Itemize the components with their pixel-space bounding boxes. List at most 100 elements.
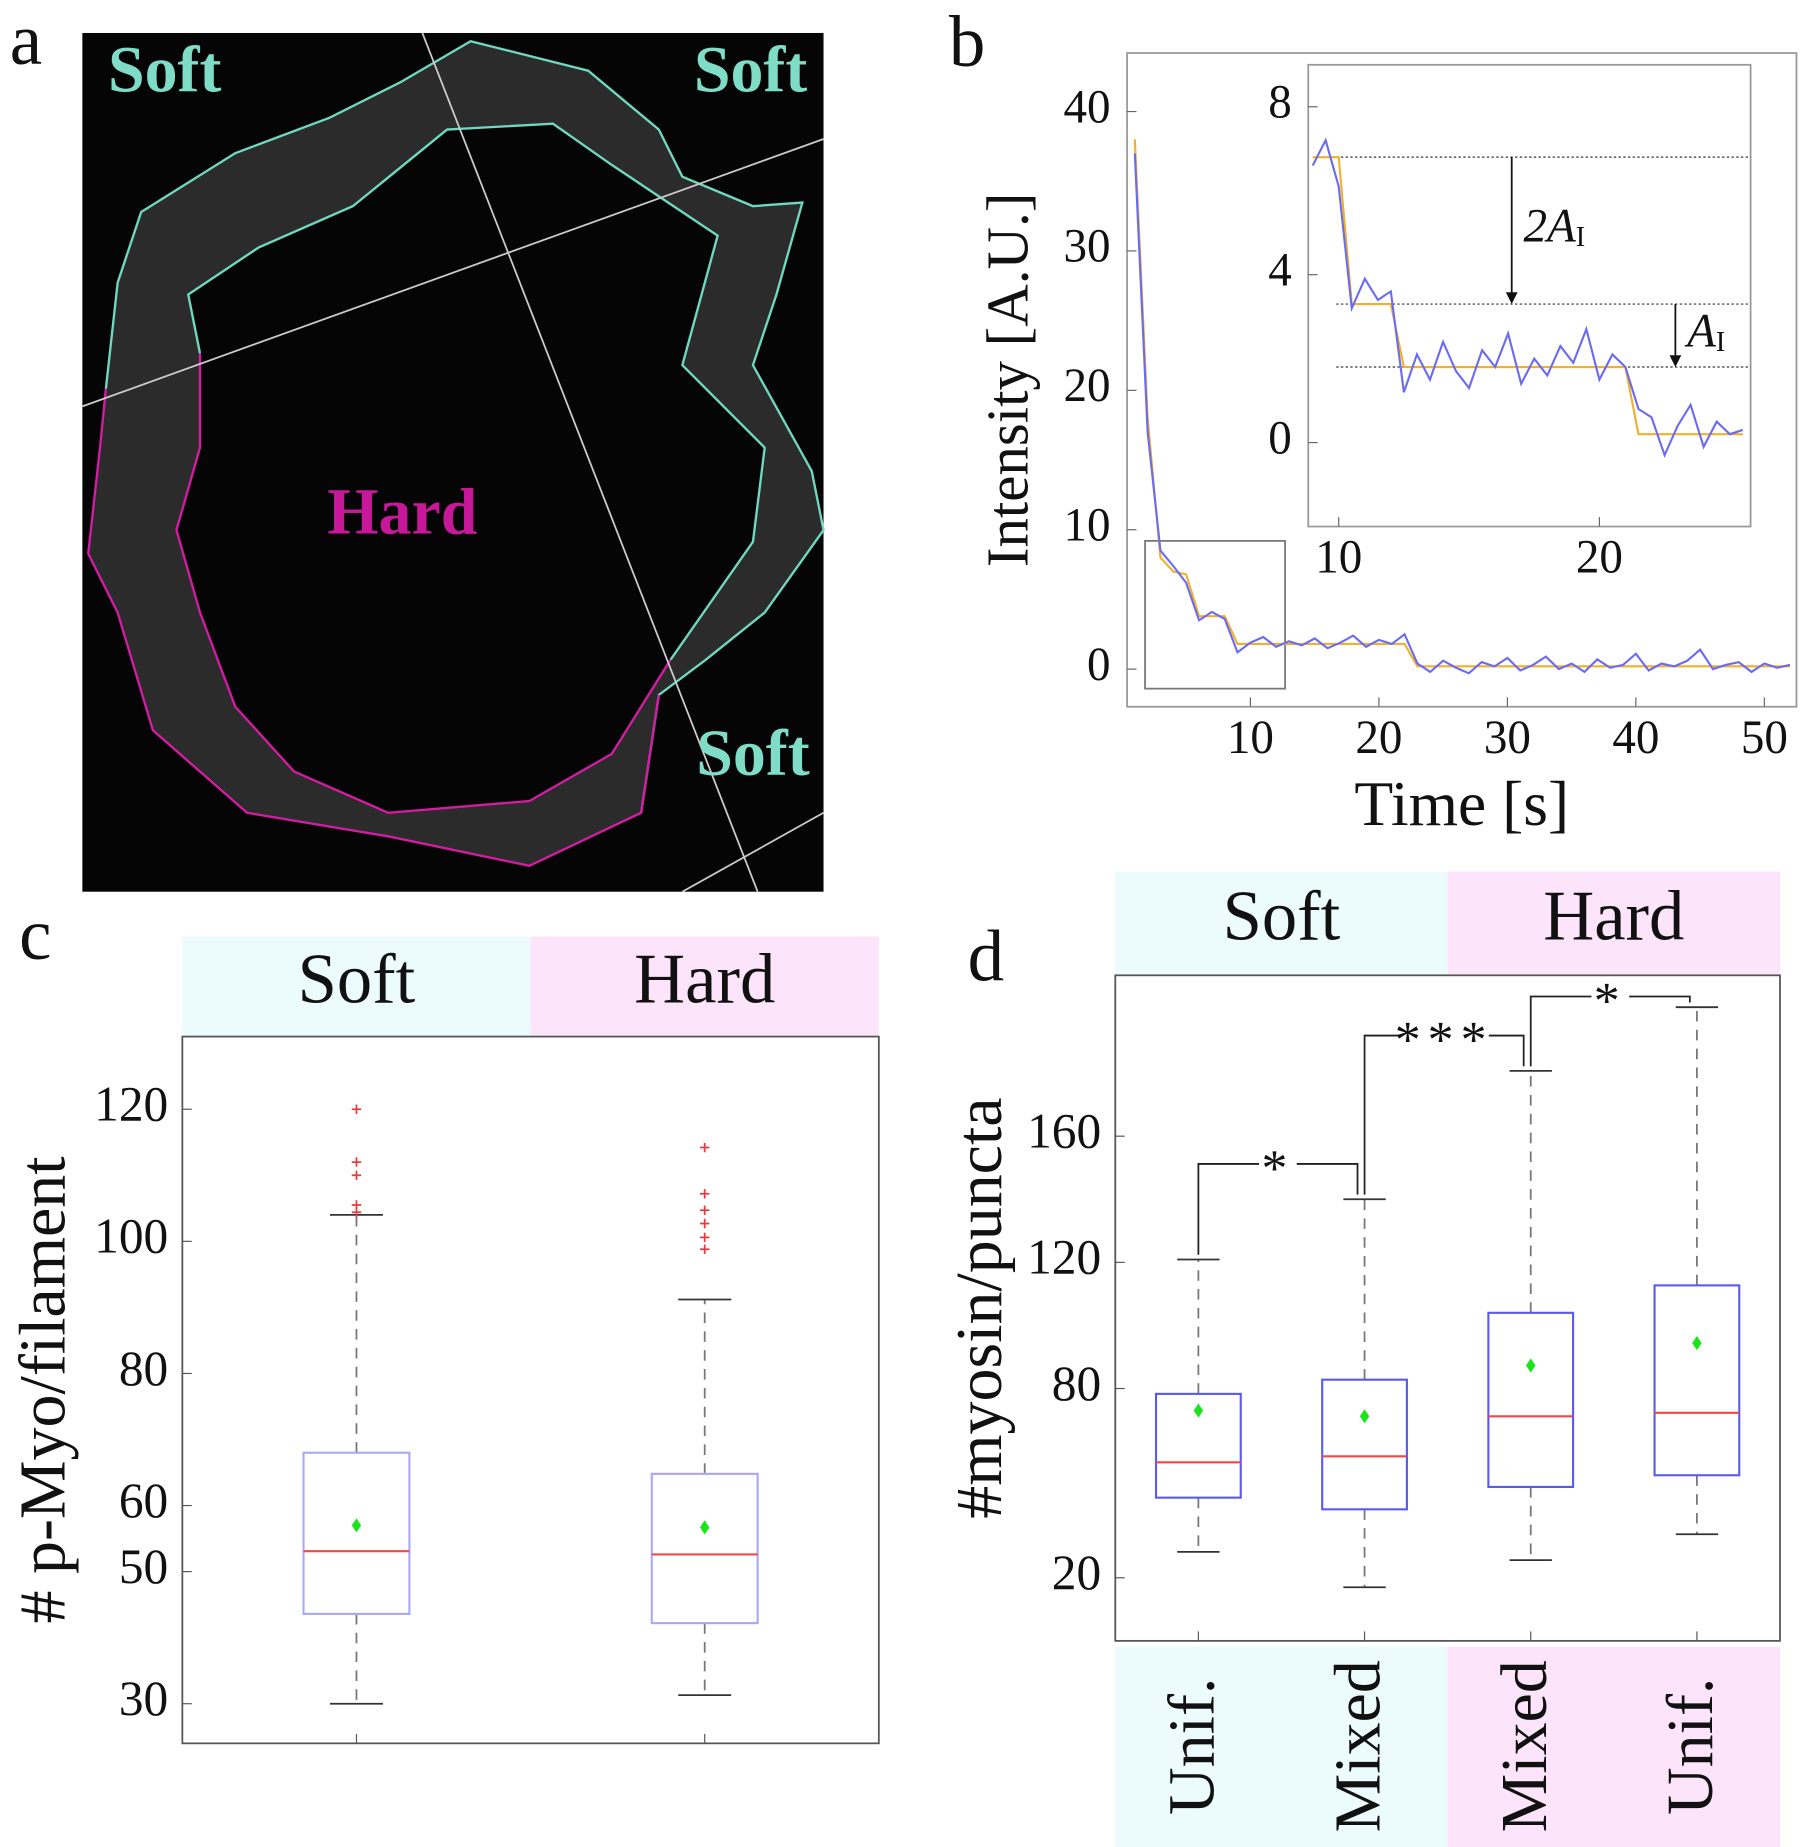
- outlier: [700, 1189, 710, 1199]
- significance-label: *: [1261, 1140, 1294, 1197]
- group-header: [1115, 871, 1448, 976]
- annotation: AI: [1684, 305, 1725, 358]
- y-axis-label: #myosin/puncta: [943, 1097, 1016, 1518]
- arrow-head: [1505, 292, 1518, 305]
- annotation-text: 2A: [1523, 200, 1576, 252]
- y-tick-label: 120: [94, 1077, 168, 1132]
- annotation: 2AI: [1523, 200, 1585, 253]
- panel-label: b: [949, 1, 985, 82]
- inset-region: [1144, 539, 1286, 690]
- y-tick-label: 0: [1087, 639, 1111, 691]
- y-tick-label: 20: [1052, 1545, 1101, 1600]
- category-band: [1115, 1646, 1448, 1847]
- section-line: [681, 812, 824, 893]
- label-backing: [1399, 1019, 1489, 1053]
- image-panel: Soft Soft Soft Hard: [82, 32, 825, 893]
- annotation-text: A: [1684, 305, 1716, 357]
- plot-frame: [1307, 63, 1752, 528]
- x-tick-label: 40: [1612, 712, 1659, 764]
- region-label: Soft: [694, 34, 807, 107]
- y-tick-label: 10: [1064, 500, 1111, 552]
- group-label: Soft: [298, 941, 416, 1019]
- y-tick-label: 0: [1268, 412, 1292, 464]
- panel-label: a: [10, 0, 42, 80]
- y-tick-label: 120: [1027, 1230, 1101, 1285]
- y-tick-label: 160: [1027, 1104, 1101, 1159]
- category-label: Mixed: [1488, 1660, 1561, 1832]
- category-label: Unif.: [1156, 1678, 1229, 1815]
- section-line: [421, 32, 759, 893]
- box: [302, 1451, 411, 1615]
- mean-marker: [351, 1518, 362, 1533]
- box: [1487, 1311, 1575, 1488]
- group-label: Hard: [634, 941, 775, 1019]
- x-axis-label: Time [s]: [1354, 768, 1569, 839]
- group-header: [182, 936, 531, 1037]
- annotation-subscript: I: [1576, 222, 1585, 253]
- y-tick-label: 40: [1064, 81, 1111, 133]
- mean-marker: [1359, 1409, 1370, 1424]
- box: [1653, 1284, 1741, 1477]
- y-axis-label: Intensity [A.U.]: [976, 193, 1041, 568]
- outlier: [700, 1218, 710, 1229]
- x-tick-label: 20: [1355, 712, 1402, 764]
- significance-label: *: [1594, 973, 1627, 1030]
- outlier: [351, 1157, 362, 1167]
- outlier: [351, 1207, 362, 1217]
- group-label: Soft: [1223, 878, 1341, 956]
- y-tick-label: 8: [1268, 77, 1292, 129]
- y-tick-label: 50: [119, 1539, 168, 1594]
- plot-frame: [1114, 974, 1781, 1642]
- category-label: Mixed: [1322, 1660, 1395, 1832]
- region-label: Hard: [327, 475, 477, 548]
- label-backing: [1259, 1147, 1297, 1181]
- box: [1154, 1392, 1242, 1499]
- y-tick-label: 100: [94, 1209, 168, 1264]
- y-tick-label: 30: [1064, 221, 1111, 273]
- x-tick-label: 50: [1741, 712, 1788, 764]
- x-tick-label: 20: [1576, 532, 1623, 584]
- y-tick-label: 60: [119, 1473, 168, 1528]
- x-tick-label: 10: [1315, 532, 1362, 584]
- outlier: [700, 1244, 710, 1254]
- outlier: [700, 1232, 710, 1243]
- category-label: Unif.: [1654, 1678, 1727, 1815]
- x-tick-label: 10: [1227, 712, 1274, 764]
- region-label: Soft: [108, 34, 221, 107]
- hard-outline: [87, 353, 672, 868]
- outlier: [351, 1104, 362, 1114]
- annotation-subscript: I: [1716, 327, 1725, 358]
- y-axis-label: # p-Myo/filament: [7, 1156, 80, 1623]
- panel-label: c: [19, 894, 51, 975]
- y-tick-label: 4: [1268, 244, 1292, 296]
- category-band: [1447, 1646, 1780, 1847]
- plot-frame: [181, 1035, 880, 1745]
- mean-marker: [1692, 1336, 1702, 1351]
- mean-marker: [700, 1520, 710, 1535]
- label-backing: [1591, 980, 1630, 1014]
- data-line: [1133, 139, 1790, 668]
- mean-marker: [1526, 1358, 1536, 1373]
- outlier: [351, 1170, 362, 1181]
- group-label: Hard: [1543, 878, 1684, 956]
- box: [1321, 1378, 1408, 1511]
- y-tick-label: 80: [1052, 1356, 1101, 1411]
- group-header: [530, 936, 879, 1037]
- mean-marker: [1193, 1403, 1204, 1418]
- outlier: [700, 1205, 710, 1216]
- box: [650, 1472, 759, 1625]
- x-tick-label: 30: [1484, 712, 1531, 764]
- region-label: Soft: [696, 717, 809, 790]
- data-line: [1312, 156, 1743, 436]
- significance-label: ***: [1395, 1012, 1494, 1069]
- outlier: [700, 1142, 710, 1153]
- arrow-head: [1669, 355, 1682, 368]
- section-line: [82, 138, 824, 408]
- y-tick-label: 80: [119, 1341, 168, 1396]
- y-tick-label: 30: [119, 1671, 168, 1726]
- soft-outline: [104, 39, 825, 813]
- data-line: [1133, 153, 1791, 675]
- group-header: [1447, 871, 1780, 976]
